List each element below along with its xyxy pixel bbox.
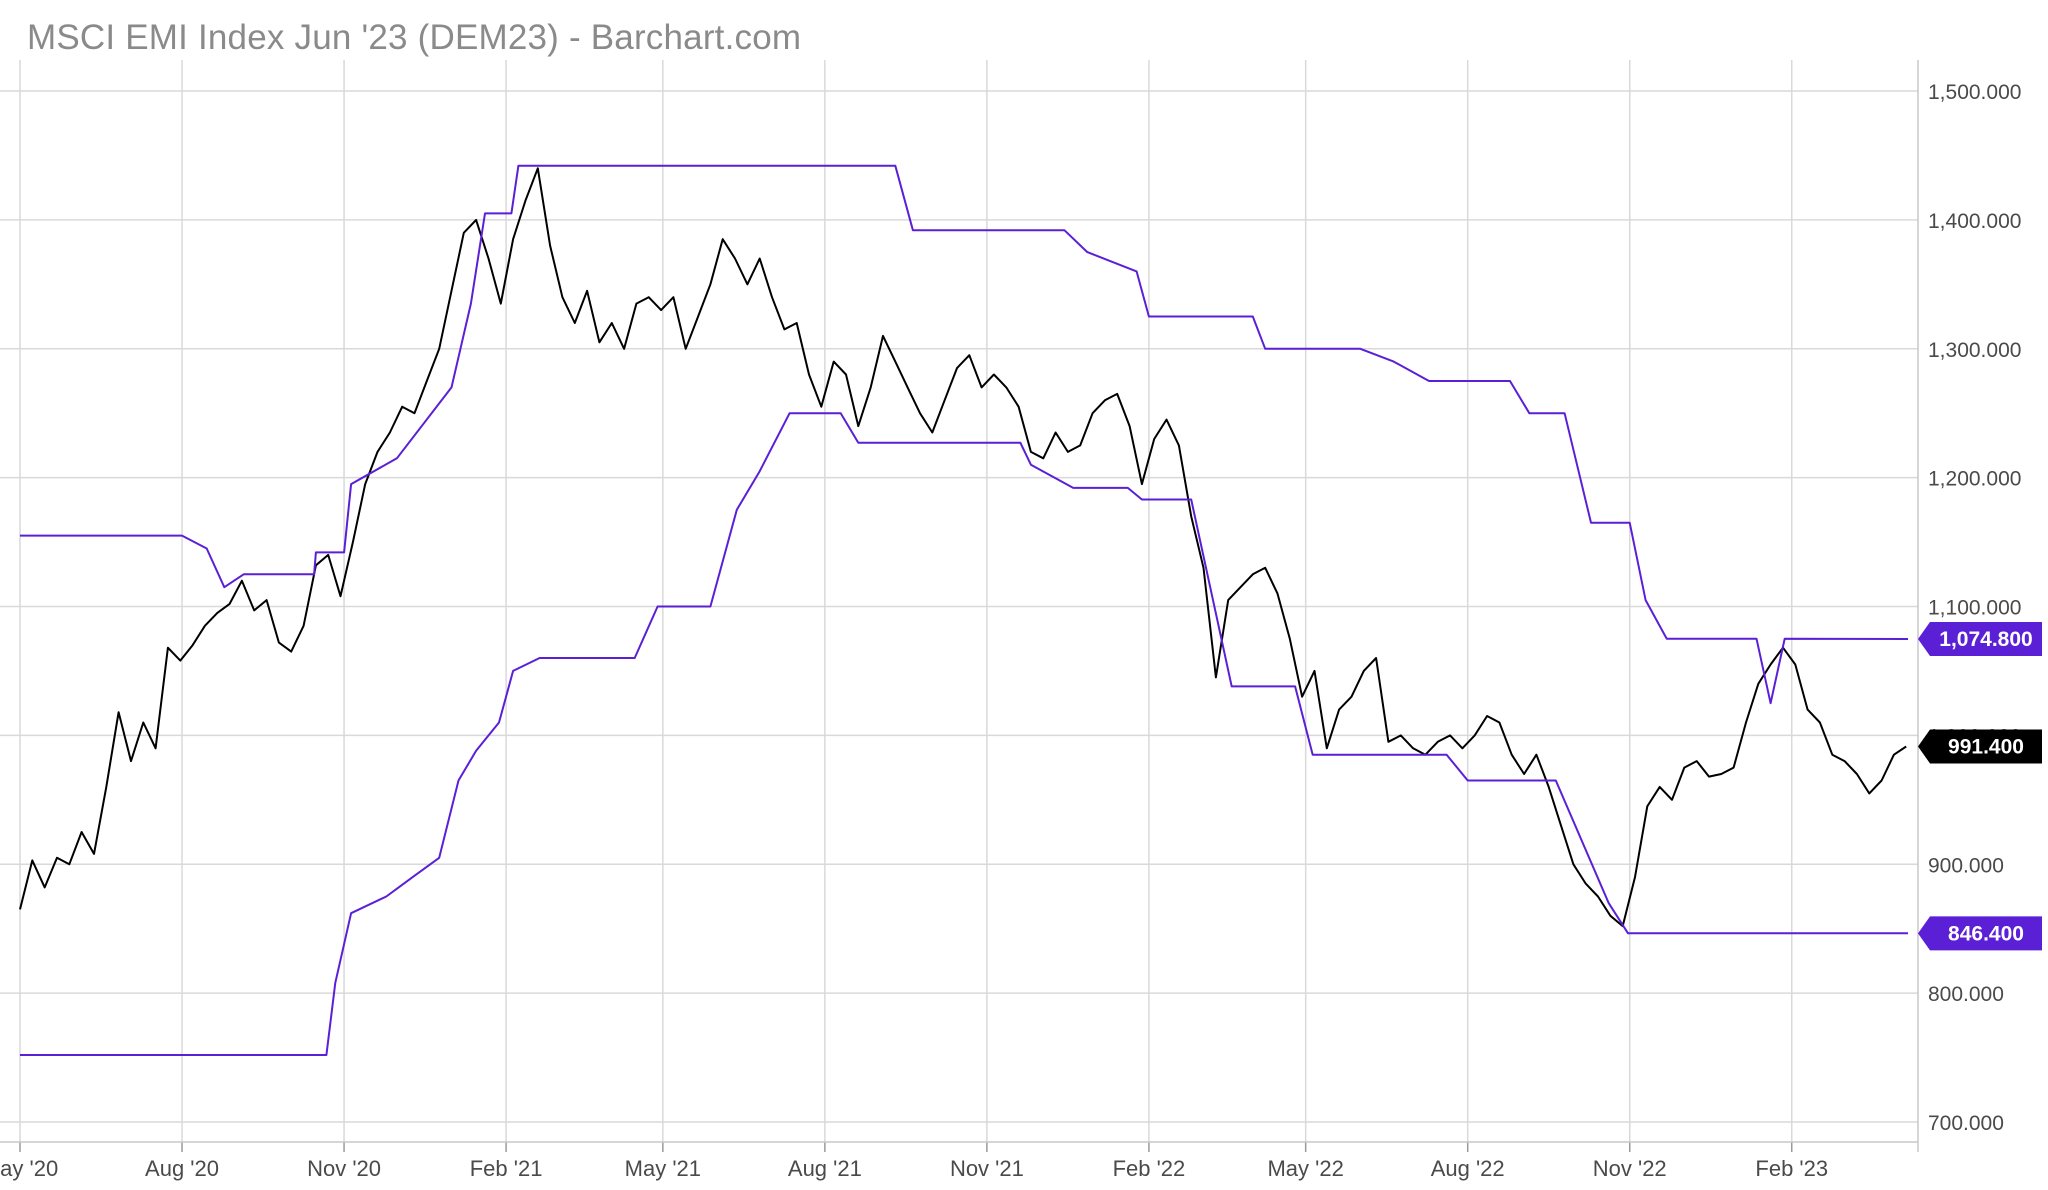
last-value-tag-label: 1,074.800 [1939, 628, 2032, 651]
price-series-line [19, 167, 1907, 928]
last-value-tags: 1,074.800 991.400 846.400 [1918, 621, 2042, 951]
lower-channel-line [20, 412, 1908, 1056]
x-tick-label: May '20 [0, 1156, 58, 1181]
x-tick-label: May '21 [625, 1156, 701, 1181]
last-value-tag: 1,074.800 [1918, 621, 2042, 656]
y-tick-label: 1,400.000 [1928, 210, 2021, 233]
x-tick-label: Aug '21 [788, 1156, 862, 1181]
y-tick-label: 1,100.000 [1928, 597, 2021, 620]
y-tick-label: 700.000 [1928, 1112, 2004, 1135]
last-value-tag: 846.400 [1918, 916, 2042, 951]
last-value-tag-shape [1918, 621, 2042, 656]
x-tick-label: Feb '22 [1113, 1156, 1186, 1181]
y-axis: 700.000800.000900.0001,000.0001,100.0001… [1917, 60, 2021, 1152]
series-layer [19, 164, 1909, 1056]
x-tick-label: Feb '21 [470, 1156, 543, 1181]
y-tick-label: 1,200.000 [1928, 468, 2021, 491]
last-value-tag: 991.400 [1918, 729, 2042, 764]
y-tick-label: 900.000 [1928, 854, 2004, 877]
upper-channel-line [20, 164, 1909, 705]
y-tick-label: 800.000 [1928, 983, 2004, 1006]
x-axis: May '20 Aug '20 Nov '20 Feb '21 May '21 Aug '… [0, 1141, 1918, 1181]
x-tick-label: Nov '20 [307, 1156, 381, 1181]
last-value-tag-label: 991.400 [1948, 735, 2024, 758]
x-tick-label: Nov '21 [950, 1156, 1024, 1181]
last-value-tag-shape [1918, 916, 2042, 951]
y-tick-label: 1,500.000 [1928, 81, 2021, 104]
grid-lines [0, 60, 1918, 1142]
x-tick-label: Nov '22 [1593, 1156, 1667, 1181]
x-tick-label: May '22 [1267, 1156, 1343, 1181]
last-value-tag-shape [1918, 729, 2042, 764]
last-value-tag-label: 846.400 [1948, 922, 2024, 945]
y-tick-label: 1,300.000 [1928, 339, 2021, 362]
chart-title: MSCI EMI Index Jun '23 (DEM23) - Barchar… [27, 18, 802, 57]
x-tick-label: Feb '23 [1755, 1156, 1828, 1181]
x-tick-label: Aug '22 [1431, 1156, 1505, 1181]
x-tick-label: Aug '20 [145, 1156, 219, 1181]
